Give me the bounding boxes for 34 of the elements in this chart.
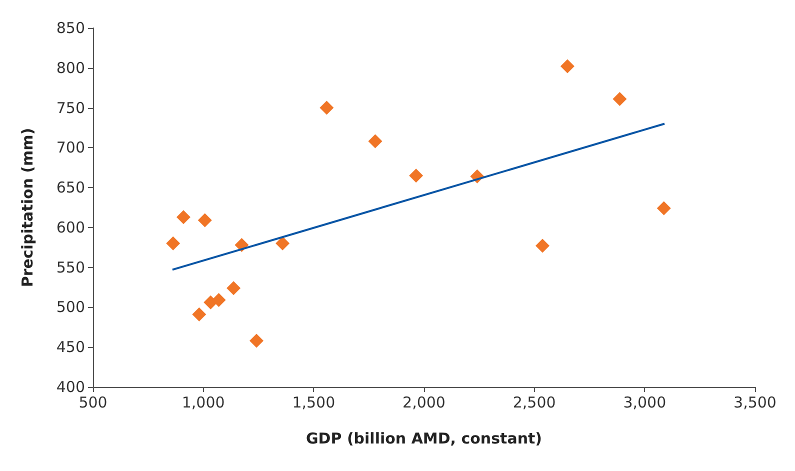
y-tick-label: 850 bbox=[56, 19, 85, 37]
y-tick-label: 500 bbox=[56, 298, 85, 316]
x-tick-label: 2,000 bbox=[402, 394, 446, 412]
x-axis-title: GDP (billion AMD, constant) bbox=[306, 430, 542, 448]
y-tick-label: 550 bbox=[56, 258, 85, 276]
x-tick-label: 1,500 bbox=[292, 394, 336, 412]
y-tick-label: 750 bbox=[56, 98, 85, 117]
y-tick-label: 400 bbox=[56, 378, 85, 396]
point bbox=[212, 293, 226, 308]
point bbox=[560, 59, 574, 74]
y-tick-label: 800 bbox=[56, 58, 85, 77]
point bbox=[166, 236, 180, 250]
point bbox=[536, 238, 550, 253]
x-tick-label: 1,000 bbox=[182, 394, 225, 412]
y-tick-label: 700 bbox=[56, 138, 85, 157]
y-tick-label: 450 bbox=[56, 338, 85, 356]
y-axis-title: Precipitation (mm) bbox=[18, 128, 36, 288]
point bbox=[276, 236, 290, 250]
x-tick-label: 2,500 bbox=[512, 394, 556, 412]
point bbox=[612, 92, 627, 106]
y-tick-label: 650 bbox=[56, 178, 85, 197]
y-tick-label: 600 bbox=[56, 218, 85, 236]
point bbox=[250, 334, 264, 348]
point bbox=[176, 210, 190, 224]
point bbox=[409, 168, 424, 183]
point bbox=[656, 201, 671, 216]
point bbox=[192, 307, 206, 322]
x-tick-label: 3,000 bbox=[623, 394, 666, 412]
x-tick-label: 3,500 bbox=[734, 394, 776, 412]
point bbox=[198, 213, 212, 228]
x-tick-label: 500 bbox=[78, 394, 108, 412]
point bbox=[320, 100, 334, 115]
point bbox=[368, 134, 382, 148]
point bbox=[226, 281, 241, 296]
